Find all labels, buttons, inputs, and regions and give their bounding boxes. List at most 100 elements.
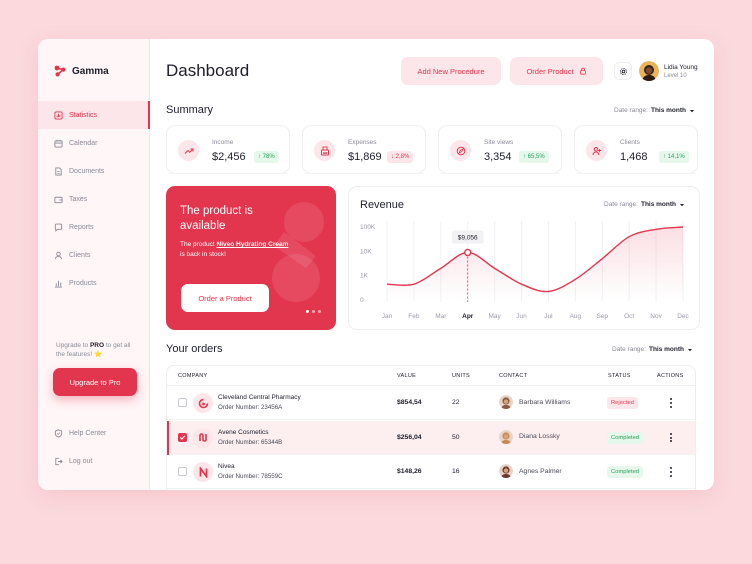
sidebar: Gamma Statistics Calendar Documents Taxe…	[38, 39, 150, 490]
orders-table-header: COMPANY VALUE UNITS CONTACT STATUS ACTIO…	[167, 366, 695, 386]
brand[interactable]: Gamma	[54, 65, 109, 77]
column-header-units[interactable]: UNITS	[452, 373, 470, 379]
avatar	[499, 429, 513, 444]
contact-cell[interactable]: Agnes Palmer	[499, 464, 562, 478]
date-range-label: Date range:	[612, 346, 646, 353]
row-checkbox[interactable]	[178, 398, 187, 407]
table-row[interactable]: La Roche Posay Order Number: 23456A $10,…	[167, 490, 695, 491]
settings-button[interactable]	[614, 62, 632, 80]
table-row[interactable]: Avene Cosmetics Order Number: 65344B $25…	[167, 420, 695, 455]
sidebar-item-taxes[interactable]: Taxes	[38, 185, 150, 213]
order-number: Order Number: 65344B	[218, 438, 283, 446]
chart-icon	[54, 280, 63, 288]
summary-title: Summary	[166, 104, 214, 116]
revenue-card: Revenue Date range: This month 100K 10K 1K…	[348, 186, 700, 330]
brand-name: Gamma	[72, 65, 109, 77]
table-row[interactable]: Nivea Order Number: 78559C $148,26 16 Ag…	[167, 455, 695, 489]
row-checkbox[interactable]	[178, 467, 187, 476]
stat-card-income[interactable]: Income $2,456 ↑ 78%	[166, 125, 290, 174]
column-header-contact[interactable]: CONTACT	[499, 373, 528, 379]
add-new-procedure-button[interactable]: Add New Procedure	[401, 57, 501, 85]
status-badge: Rejected	[607, 397, 638, 409]
more-actions-icon[interactable]	[667, 465, 675, 479]
more-actions-icon[interactable]	[667, 396, 675, 410]
x-tick-label: Jul	[544, 313, 553, 320]
x-tick-label: Jan	[382, 313, 393, 320]
avatar	[499, 395, 513, 409]
order-a-product-button[interactable]: Order a Product	[181, 284, 269, 312]
value-tooltip-text: $9,056	[458, 234, 478, 241]
promo-title: The product is available	[180, 205, 253, 232]
user-profile[interactable]: Lidia Young Level 10	[639, 61, 698, 81]
y-tick-label: 100K	[360, 224, 376, 231]
carousel-dots[interactable]	[306, 310, 321, 313]
order-value: $256,04	[397, 433, 422, 441]
stat-value: $2,456	[212, 151, 246, 163]
user-name: Lidia Young	[664, 63, 698, 71]
promo-product-name[interactable]: Niveo Hydrating Cream	[216, 241, 289, 248]
sidebar-item-label: Statistics	[69, 111, 98, 119]
summary-date-range[interactable]: Date range: This month	[614, 107, 695, 114]
stat-value: 3,354	[484, 151, 512, 163]
sidebar-item-calendar[interactable]: Calendar	[38, 129, 150, 157]
stat-card-clients[interactable]: Clients 1,468 ↑ 14,1%	[574, 125, 698, 174]
sidebar-item-label: Documents	[69, 167, 105, 175]
calendar-icon	[54, 139, 63, 148]
sidebar-item-statistics[interactable]: Statistics	[38, 101, 150, 129]
register-icon	[314, 140, 335, 161]
gamma-logo-icon	[54, 65, 66, 77]
sidebar-item-help-center[interactable]: Help Center	[38, 419, 150, 447]
order-product-button[interactable]: Order Product	[510, 57, 603, 85]
column-header-actions: ACTIONS	[657, 373, 684, 379]
avatar	[499, 464, 513, 478]
highlight-point[interactable]	[464, 248, 472, 257]
status-badge: Completed	[607, 431, 644, 444]
wallet-icon	[54, 196, 63, 203]
app-window: Gamma Statistics Calendar Documents Taxe…	[38, 39, 714, 490]
carousel-dot[interactable]	[306, 310, 309, 313]
sidebar-item-label: Reports	[69, 223, 94, 231]
chevron-down-icon	[680, 203, 684, 206]
date-range-value: This month	[648, 346, 684, 353]
series-line	[386, 226, 684, 293]
date-range-label: Date range:	[604, 201, 638, 208]
column-header-value[interactable]: VALUE	[397, 373, 417, 379]
orders-table: COMPANY VALUE UNITS CONTACT STATUS ACTIO…	[166, 365, 696, 490]
main-content: Dashboard Add New Procedure Order Produc…	[150, 39, 714, 490]
sidebar-item-clients[interactable]: Clients	[38, 241, 150, 269]
x-tick-label: Mar	[435, 313, 447, 320]
product-available-card: The product is available The product Niv…	[166, 186, 336, 330]
order-value: $148,26	[397, 468, 422, 475]
more-actions-icon[interactable]	[667, 431, 675, 445]
sidebar-item-documents[interactable]: Documents	[38, 157, 150, 185]
company-name: Nivea	[218, 463, 235, 470]
order-units: 22	[452, 399, 460, 406]
user-icon	[54, 251, 63, 259]
column-header-status[interactable]: STATUS	[608, 373, 631, 379]
sidebar-item-log-out[interactable]: Log out	[38, 447, 150, 475]
order-units: 16	[452, 468, 460, 475]
contact-cell[interactable]: Barbara Williams	[499, 395, 570, 409]
avene-logo-icon	[193, 427, 213, 448]
column-header-company[interactable]: COMPANY	[178, 373, 208, 379]
contact-name: Agnes Palmer	[519, 467, 562, 475]
stat-card-expenses[interactable]: Expenses $1,869 ↓ 2,8%	[302, 125, 426, 174]
contact-cell[interactable]: Diana Lossky	[499, 429, 560, 444]
stat-change-badge: ↑ 14,1%	[659, 151, 689, 163]
stat-value: $1,869	[348, 151, 382, 163]
x-tick-label: Dec	[677, 313, 689, 320]
upgrade-to-pro-button[interactable]: Upgrade to Pro	[53, 368, 137, 396]
bar-chart-icon	[54, 110, 63, 120]
compass-icon	[450, 140, 471, 161]
sidebar-item-products[interactable]: Products	[38, 269, 150, 297]
stat-card-site-views[interactable]: Site views 3,354 ↑ 65,5%	[438, 125, 562, 174]
table-row[interactable]: Cleveland Central Pharmacy Order Number:…	[167, 386, 695, 420]
carousel-dot[interactable]	[312, 310, 315, 313]
revenue-date-range[interactable]: Date range: This month	[604, 201, 685, 208]
carousel-dot[interactable]	[318, 310, 321, 313]
orders-date-range[interactable]: Date range: This month	[612, 346, 693, 353]
sidebar-item-label: Calendar	[69, 139, 98, 147]
x-tick-label: Jun	[516, 313, 527, 320]
sidebar-item-reports[interactable]: Reports	[38, 213, 150, 241]
row-checkbox[interactable]	[178, 432, 187, 442]
